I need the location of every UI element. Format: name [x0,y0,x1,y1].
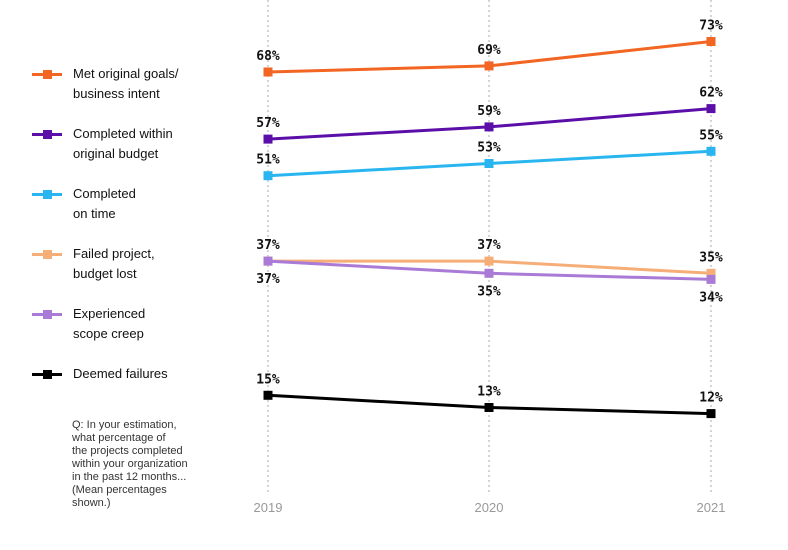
series-1-point-2 [706,104,716,114]
series-1-point-0 [263,134,273,144]
series-5-label-1: 13% [477,385,501,400]
legend-item-scope-creep: Experienced scope creep [32,304,242,364]
legend-label-deemed-failures: Deemed failures [73,366,168,381]
series-5-point-1 [484,403,494,412]
series-3-label-2: 35% [699,250,723,265]
x-tick-2021: 2021 [697,500,726,515]
series-2-label-1: 53% [477,141,501,156]
series-2-label-2: 55% [699,128,723,143]
legend-item-on-time: Completed on time [32,184,242,244]
legend-swatch-deemed-failures [32,370,62,379]
series-0-point-2 [706,37,716,46]
series-1-label-0: 57% [256,116,280,131]
legend-swatch-on-time [32,190,62,199]
series-4-label-2: 34% [699,290,723,305]
series-1-label-1: 59% [477,104,501,119]
series-4-label-1: 35% [477,284,501,299]
legend-label-on-time: Completed on time [73,186,136,221]
legend-label-scope-creep: Experienced scope creep [73,306,146,341]
series-4-point-1 [484,268,494,278]
series-0-label-1: 69% [477,43,501,58]
series-2-point-1 [484,159,494,168]
legend: Met original goals/ business intent Comp… [32,64,242,424]
series-1-point-1 [484,122,494,132]
series-3-label-1: 37% [477,238,501,253]
series-5-label-2: 12% [699,391,723,406]
legend-item-failed-project: Failed project, budget lost [32,244,242,304]
legend-label-met-goals: Met original goals/ business intent [73,66,179,101]
series-3-point-2 [706,268,716,278]
series-0-point-0 [263,67,273,77]
legend-swatch-within-budget [32,130,62,139]
x-tick-2020: 2020 [475,500,504,515]
series-4-point-0 [263,256,273,266]
legend-swatch-scope-creep [32,310,62,319]
x-tick-2019: 2019 [254,500,283,515]
series-3-point-1 [484,256,494,266]
series-4-point-2 [706,274,716,284]
series-0-point-1 [484,61,494,71]
legend-label-failed-project: Failed project, budget lost [73,246,155,281]
series-4-label-0: 37% [256,272,280,287]
series-2-point-2 [706,146,716,156]
series-1-label-2: 62% [699,86,723,101]
legend-item-within-budget: Completed within original budget [32,124,242,184]
series-2-label-0: 51% [256,153,280,168]
series-0-label-0: 68% [256,49,280,64]
series-2-point-0 [263,171,273,181]
series-3-label-0: 37% [256,238,280,253]
series-5-point-2 [706,409,716,419]
legend-item-deemed-failures: Deemed failures [32,364,242,424]
series-5-point-0 [263,390,273,400]
series-5-label-0: 15% [256,372,280,387]
legend-swatch-failed-project [32,250,62,259]
series-0-label-2: 73% [699,19,723,34]
legend-label-within-budget: Completed within original budget [73,126,173,161]
survey-question-note: Q: In your estimation, what percentage o… [72,419,188,509]
legend-swatch-met-goals [32,70,62,79]
legend-item-met-goals: Met original goals/ business intent [32,64,242,124]
